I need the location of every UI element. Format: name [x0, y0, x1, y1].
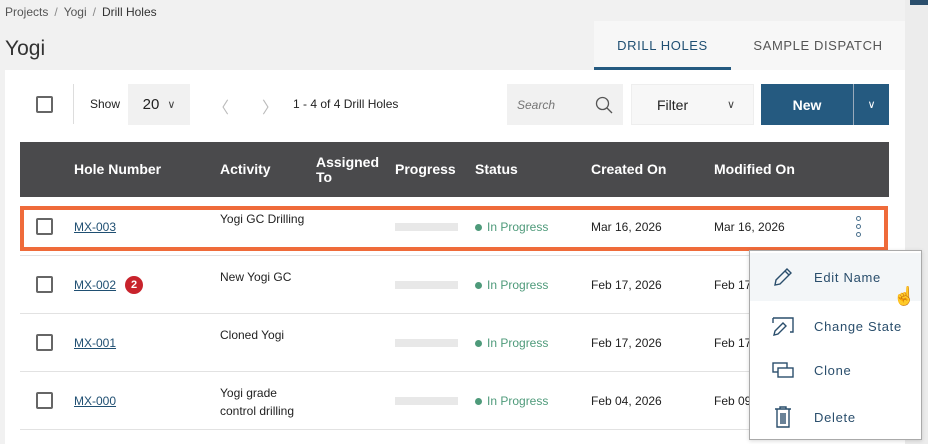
row-highlight	[20, 206, 888, 251]
menu-item-delete[interactable]: Delete	[750, 393, 921, 441]
table-row[interactable]: MX-001 Cloned Yogi In Progress Feb 17, 2…	[20, 314, 889, 372]
chevron-down-icon: ∨	[867, 99, 876, 111]
table-row[interactable]: MX-003 Yogi GC Drilling In Progress Mar …	[20, 198, 889, 256]
status-badge: In Progress	[475, 336, 548, 350]
table-header: Hole Number Activity Assigned To Progres…	[20, 142, 889, 197]
col-assigned-to[interactable]: Assigned To	[316, 153, 380, 185]
activity-cell: New Yogi GC	[220, 270, 292, 284]
row-checkbox[interactable]	[36, 218, 53, 235]
hole-number-link[interactable]: MX-003	[74, 220, 117, 234]
created-on-cell: Feb 17, 2026	[591, 336, 662, 350]
menu-item-edit-name[interactable]: Edit Name	[750, 253, 921, 301]
modified-on-cell: Feb 17	[714, 336, 752, 350]
modified-on-cell: Feb 09	[714, 394, 752, 408]
filter-dropdown[interactable]: Filter ∨	[631, 84, 754, 125]
breadcrumb: Projects / Yogi / Drill Holes	[5, 5, 157, 19]
row-checkbox[interactable]	[36, 392, 53, 409]
row-checkbox[interactable]	[36, 276, 53, 293]
search-input[interactable]	[517, 97, 587, 112]
col-hole-number[interactable]: Hole Number	[74, 161, 162, 177]
status-badge: In Progress	[475, 394, 548, 408]
trash-icon	[775, 406, 791, 428]
more-options-icon[interactable]	[856, 216, 862, 237]
progress-bar	[395, 397, 458, 405]
table-row[interactable]: MX-002 2 New Yogi GC In Progress Feb 17,…	[20, 256, 889, 314]
page-title: Yogi	[5, 37, 46, 60]
hole-number-link[interactable]: MX-000	[74, 394, 117, 408]
col-modified-on[interactable]: Modified On	[714, 161, 795, 177]
pencil-icon	[774, 268, 792, 286]
menu-item-change-state[interactable]: Change State	[750, 302, 921, 350]
table-row[interactable]: MX-000 Yogi grade control drilling In Pr…	[20, 372, 889, 430]
col-status[interactable]: Status	[475, 161, 518, 177]
clone-icon	[772, 362, 794, 378]
page-size-value: 20	[142, 96, 160, 113]
show-label: Show	[90, 97, 121, 111]
created-on-cell: Feb 17, 2026	[591, 278, 662, 292]
hand-cursor-icon: ☝	[893, 286, 916, 306]
activity-cell: Yogi GC Drilling	[220, 212, 305, 226]
context-menu: Edit Name Change State Clone Delete	[749, 250, 922, 440]
chevron-down-icon: ∨	[167, 99, 176, 111]
menu-item-clone[interactable]: Clone	[750, 346, 921, 394]
hole-number-link[interactable]: MX-002	[74, 278, 117, 292]
search-icon[interactable]	[595, 96, 613, 114]
breadcrumb-current: Drill Holes	[101, 5, 157, 19]
change-state-icon	[772, 317, 794, 336]
col-activity[interactable]: Activity	[220, 161, 271, 177]
progress-bar	[395, 281, 458, 289]
new-button[interactable]: New	[761, 84, 853, 125]
breadcrumb-yogi[interactable]: Yogi	[63, 5, 87, 19]
divider	[73, 84, 74, 124]
progress-bar	[395, 339, 458, 347]
progress-bar	[395, 223, 458, 231]
status-badge: In Progress	[475, 278, 548, 292]
page-size-select[interactable]: 20 ∨	[128, 84, 190, 125]
tab-sample-dispatch[interactable]: SAMPLE DISPATCH	[753, 38, 883, 53]
col-created-on[interactable]: Created On	[591, 161, 667, 177]
activity-cell: Cloned Yogi	[220, 328, 285, 342]
breadcrumb-projects[interactable]: Projects	[5, 5, 49, 19]
notification-badge: 2	[125, 276, 143, 294]
activity-cell: Yogi grade control drilling	[220, 386, 295, 418]
col-progress[interactable]: Progress	[395, 161, 456, 177]
tabs: DRILL HOLES SAMPLE DISPATCH	[594, 21, 905, 70]
scrollbar-thumb[interactable]	[910, 0, 928, 5]
record-count: 1 - 4 of 4 Drill Holes	[293, 97, 399, 111]
search-box[interactable]	[507, 84, 623, 125]
next-page-icon[interactable]: 〉	[262, 100, 279, 117]
new-dropdown-button[interactable]: ∨	[853, 84, 889, 125]
modified-on-cell: Mar 16, 2026	[714, 220, 785, 234]
hole-number-link[interactable]: MX-001	[74, 336, 117, 350]
status-badge: In Progress	[475, 220, 548, 234]
created-on-cell: Feb 04, 2026	[591, 394, 662, 408]
filter-label: Filter	[657, 96, 689, 113]
created-on-cell: Mar 16, 2026	[591, 220, 662, 234]
modified-on-cell: Feb 17	[714, 278, 752, 292]
prev-page-icon[interactable]: 〈	[213, 100, 230, 117]
chevron-down-icon: ∨	[726, 99, 735, 111]
select-all-checkbox[interactable]	[36, 96, 53, 113]
row-checkbox[interactable]	[36, 334, 53, 351]
tab-drill-holes[interactable]: DRILL HOLES	[594, 21, 731, 70]
